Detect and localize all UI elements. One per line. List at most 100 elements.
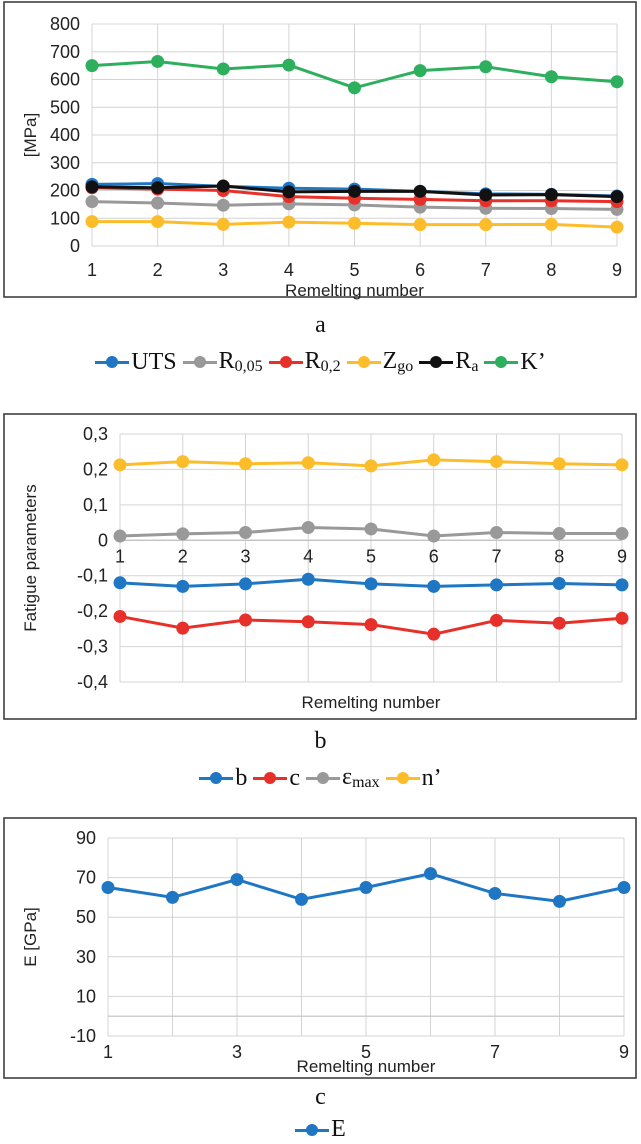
data-point xyxy=(282,185,296,199)
data-point xyxy=(151,181,165,195)
x-tick-label: 8 xyxy=(554,546,564,566)
data-point xyxy=(216,217,230,231)
data-point xyxy=(364,522,378,536)
y-axis-label: [MPa] xyxy=(21,113,40,157)
y-tick-label: 700 xyxy=(50,42,80,62)
x-tick-label: 3 xyxy=(240,546,250,566)
legend-b: b c εmax n’ xyxy=(0,764,641,792)
legend-marker-icon xyxy=(182,355,217,369)
legend-item: b xyxy=(199,765,247,792)
x-tick-label: 2 xyxy=(178,546,188,566)
data-point xyxy=(552,457,566,471)
chart-b: -0,4 -0,3 -0,2 -0,1 0 0,1 0,2 0,3 1 2 3 4 5 6 7 8 9 Remel… xyxy=(3,413,637,720)
y-tick-label: 50 xyxy=(76,907,96,927)
y-tick-label: -0,3 xyxy=(77,637,108,657)
legend-c: E xyxy=(0,1116,641,1144)
data-point xyxy=(544,217,558,231)
legend-item: n’ xyxy=(385,765,442,792)
chart-frame xyxy=(3,1,637,298)
x-tick-label: 7 xyxy=(490,1042,500,1062)
x-tick-label: 5 xyxy=(366,546,376,566)
legend-marker-icon xyxy=(295,1123,330,1137)
data-point xyxy=(615,578,629,592)
x-tick-label: 3 xyxy=(218,260,228,280)
data-point xyxy=(413,64,427,78)
data-point xyxy=(427,627,441,641)
data-point xyxy=(113,458,127,472)
legend-label: Ra xyxy=(455,348,479,375)
y-tick-label: 90 xyxy=(76,828,96,848)
y-tick-label: 300 xyxy=(50,153,80,173)
x-tick-label: 6 xyxy=(415,260,425,280)
data-point xyxy=(85,195,99,209)
data-point xyxy=(427,453,441,467)
data-point xyxy=(617,881,631,894)
data-point xyxy=(552,616,566,630)
legend-item: UTS xyxy=(95,349,177,376)
panel-caption-c: c xyxy=(315,1084,326,1110)
data-point xyxy=(490,455,503,469)
x-tick-label: 8 xyxy=(546,260,556,280)
data-point xyxy=(282,58,296,72)
data-point xyxy=(216,198,230,212)
x-tick-label: 3 xyxy=(232,1042,242,1062)
legend-item: εmax xyxy=(306,764,380,792)
data-point xyxy=(364,618,378,632)
legend-marker-icon xyxy=(346,355,381,369)
y-tick-label: -0,1 xyxy=(77,566,108,586)
data-point xyxy=(553,894,566,908)
data-point xyxy=(552,527,566,541)
y-axis-label: Fatigue parameters xyxy=(21,484,40,631)
y-tick-label: 70 xyxy=(76,868,96,888)
x-tick-label: 4 xyxy=(303,546,313,566)
x-tick-label: 9 xyxy=(617,546,627,566)
data-point xyxy=(166,890,179,904)
x-axis-label: Remelting number xyxy=(302,693,441,712)
x-tick-label: 5 xyxy=(349,260,359,280)
legend-label: R0,05 xyxy=(218,348,263,375)
data-point xyxy=(490,578,503,592)
y-tick-label: 0 xyxy=(98,530,108,550)
y-tick-label: 0,2 xyxy=(83,459,108,479)
data-point xyxy=(301,572,315,586)
y-tick-label: -0,4 xyxy=(77,672,108,692)
data-point xyxy=(413,218,427,232)
data-point xyxy=(113,609,127,623)
data-point xyxy=(479,188,493,202)
data-point xyxy=(239,577,252,591)
data-point xyxy=(359,881,373,894)
data-point xyxy=(427,529,441,543)
data-point xyxy=(85,180,99,194)
y-tick-label: 100 xyxy=(50,208,80,228)
legend-item: R0,05 xyxy=(182,348,263,376)
data-point xyxy=(490,613,503,627)
y-axis-label: E [GPa] xyxy=(21,907,40,967)
x-tick-label: 1 xyxy=(115,546,125,566)
x-tick-label: 6 xyxy=(429,546,439,566)
data-point xyxy=(610,75,624,89)
legend-label: Zgo xyxy=(382,348,414,375)
data-point xyxy=(216,62,230,76)
x-tick-label: 9 xyxy=(612,260,622,280)
data-point xyxy=(239,457,252,471)
data-point xyxy=(176,527,190,541)
data-point xyxy=(364,459,378,473)
x-tick-label: 9 xyxy=(619,1042,629,1062)
data-point xyxy=(282,215,296,229)
data-point xyxy=(176,579,190,593)
chart-panel-a: 0 100 200 300 400 500 600 700 800 1 2 3 4 5 6 7 8 9 Remelt… xyxy=(0,0,641,380)
legend-label: c xyxy=(289,764,301,791)
x-axis-label: Remelting number xyxy=(285,281,424,300)
data-point xyxy=(216,179,230,193)
panel-caption-a: a xyxy=(315,312,326,338)
x-tick-label: 1 xyxy=(87,260,97,280)
legend-item: Zgo xyxy=(346,348,414,376)
y-tick-label: 0,1 xyxy=(83,495,108,515)
data-point xyxy=(301,521,315,535)
data-point xyxy=(552,577,566,591)
chart-panel-b: -0,4 -0,3 -0,2 -0,1 0 0,1 0,2 0,3 1 2 3 4 5 6 7 8 9 Remel… xyxy=(0,413,641,792)
x-tick-label: 7 xyxy=(491,546,501,566)
x-tick-label: 2 xyxy=(153,260,163,280)
data-point xyxy=(427,579,441,593)
